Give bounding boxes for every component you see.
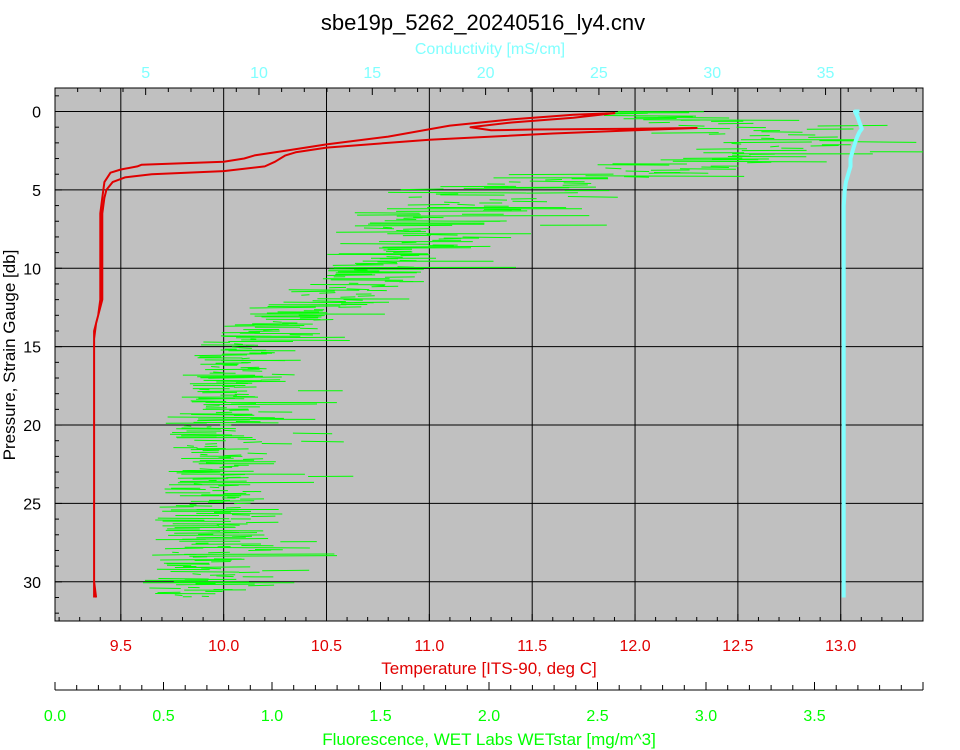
fluorescence-axis: 0.0 0.5 1.0 1.5 2.0 2.5 3.0 3.5 [44, 682, 924, 725]
temperature-tick-label: 11.0 [414, 638, 444, 655]
conductivity-tick-label: 15 [363, 65, 381, 82]
pressure-tick-label: 0 [32, 105, 41, 122]
temperature-tick-label: 13.0 [825, 638, 856, 655]
pressure-tick-label: 30 [23, 575, 41, 592]
fluorescence-tick-label: 0.5 [152, 708, 174, 725]
temperature-tick-label: 10.0 [208, 638, 239, 655]
pressure-tick-label: 10 [23, 261, 41, 278]
conductivity-line [841, 109, 864, 598]
fluorescence-axis-label: Fluorescence, WET Labs WETstar [mg/m^3] [322, 730, 656, 749]
temperature-trace [93, 112, 698, 598]
pressure-tick-label: 5 [32, 183, 41, 200]
temperature-tick-label: 9.5 [110, 638, 132, 655]
temperature-line [93, 112, 698, 598]
conductivity-tick-label: 30 [703, 65, 721, 82]
conductivity-trace [841, 109, 864, 598]
conductivity-tick-label: 10 [250, 65, 268, 82]
pressure-tick-label: 25 [23, 496, 41, 513]
chart-title: sbe19p_5262_20240516_ly4.cnv [321, 10, 645, 35]
fluorescence-tick-label: 2.5 [586, 708, 608, 725]
temperature-axis-label: Temperature [ITS-90, deg C] [381, 659, 596, 678]
conductivity-tick-label: 35 [817, 65, 835, 82]
conductivity-tick-label: 5 [141, 65, 150, 82]
fluorescence-tick-label: 2.0 [478, 708, 500, 725]
conductivity-tick-label: 20 [477, 65, 495, 82]
pressure-tick-label: 15 [23, 340, 41, 357]
pressure-axis-label: Pressure, Strain Gauge [db] [0, 250, 19, 461]
temperature-axis-ticks: 9.5 10.0 10.5 11.0 11.5 12.0 12.5 13.0 [58, 614, 924, 655]
fluorescence-tick-label: 0.0 [44, 708, 66, 725]
fluorescence-tick-label: 3.0 [695, 708, 717, 725]
conductivity-tick-label: 25 [590, 65, 608, 82]
temperature-tick-label: 10.5 [311, 638, 342, 655]
fluorescence-tick-label: 3.5 [803, 708, 825, 725]
plot-area [54, 87, 924, 622]
temperature-tick-label: 12.0 [619, 638, 650, 655]
fluorescence-tick-label: 1.0 [261, 708, 283, 725]
pressure-tick-label: 20 [23, 418, 41, 435]
fluorescence-line [143, 111, 923, 598]
pressure-axis-ticks: 0 5 10 15 20 25 30 [23, 95, 62, 614]
conductivity-axis-label: Conductivity [mS/cm] [415, 41, 565, 58]
fluorescence-tick-label: 1.5 [369, 708, 391, 725]
conductivity-axis-ticks: 5 10 15 20 25 30 35 [54, 65, 917, 95]
temperature-tick-label: 11.5 [517, 638, 547, 655]
temperature-tick-label: 12.5 [722, 638, 753, 655]
fluorescence-trace [143, 111, 923, 598]
